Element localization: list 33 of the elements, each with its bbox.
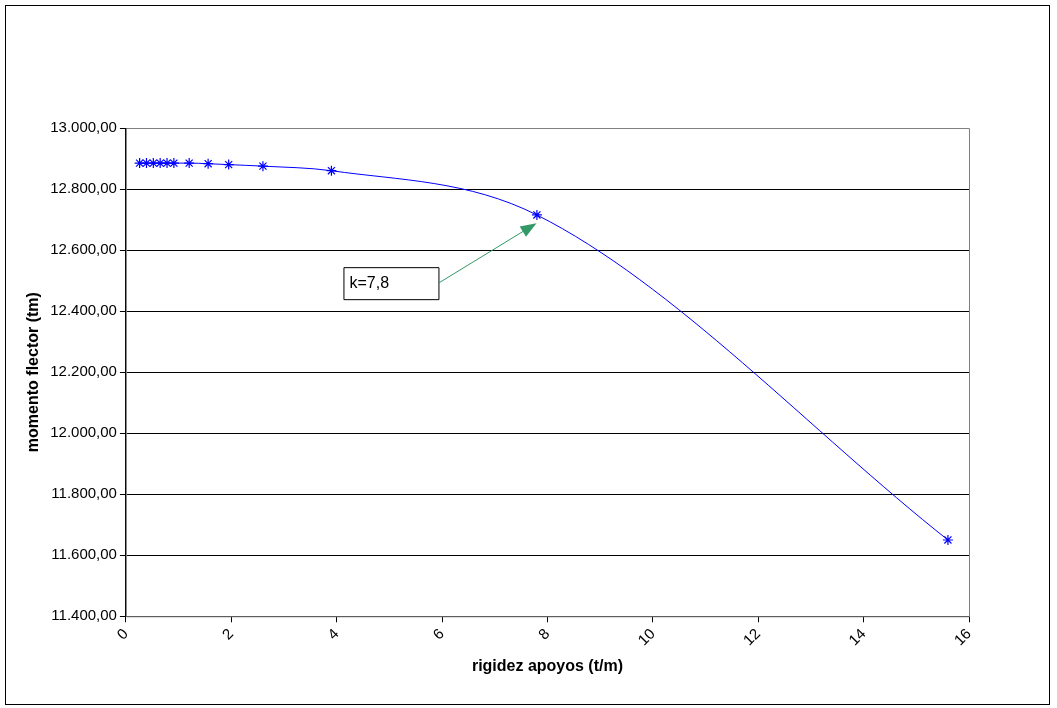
y-tick-label: 12.600,00: [50, 240, 117, 258]
x-tick-label: 4: [323, 624, 342, 643]
point: [531, 209, 543, 221]
point: [154, 157, 166, 169]
point: [147, 157, 159, 169]
point: [223, 159, 235, 171]
y-tick-label: 12.200,00: [50, 362, 117, 380]
y-axis-title: momento flector (tm): [24, 292, 42, 453]
x-tick-label: 12: [739, 624, 764, 649]
x-tick-label: 16: [950, 624, 975, 649]
point: [134, 157, 146, 169]
point: [202, 158, 214, 170]
x-tick-label: 8: [534, 624, 553, 643]
y-tick-label: 11.800,00: [51, 484, 117, 502]
y-tick-label: 12.000,00: [50, 423, 117, 441]
x-tick-label: 10: [634, 624, 658, 649]
y-tick-label: 11.400,00: [51, 606, 117, 624]
point: [161, 157, 173, 169]
x-axis-title: rigidez apoyos (t/m): [471, 656, 624, 674]
point: [325, 165, 338, 177]
point: [257, 160, 269, 172]
y-tick-label: 11.600,00: [51, 545, 117, 563]
x-tick-label: 0: [113, 624, 131, 643]
x-tick-label: 6: [429, 624, 448, 643]
y-tick-label: 12.400,00: [50, 301, 117, 319]
point: [183, 157, 195, 169]
x-tick-label: 14: [844, 624, 869, 649]
y-tick-label: 13.000,00: [50, 118, 117, 136]
point: [942, 534, 954, 546]
x-tick-label: 2: [218, 624, 237, 643]
annotation: k=7,8: [349, 273, 390, 291]
point: [168, 157, 180, 169]
y-tick-label: 12.800,00: [50, 179, 117, 197]
